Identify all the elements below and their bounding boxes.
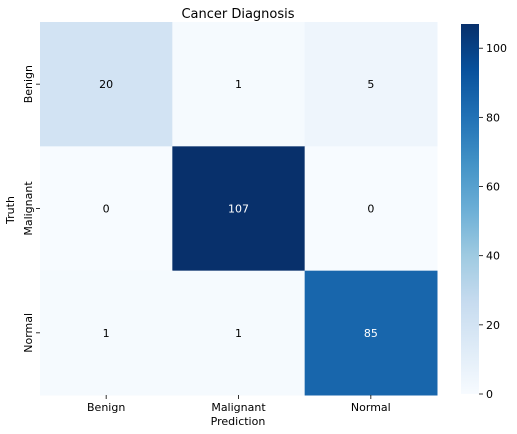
- heatmap-cell: [304, 146, 438, 272]
- cell-value-label: 1: [235, 327, 242, 340]
- heatmap-cell: [40, 22, 173, 147]
- colorbar-tick-label: 80: [486, 111, 500, 124]
- cell-value-label: 1: [103, 327, 110, 340]
- heatmap-cell: [40, 146, 173, 272]
- colorbar-tick-label: 60: [486, 181, 500, 194]
- x-axis-ticks: Benign Malignant Normal: [87, 395, 391, 414]
- heatmap-cell: [304, 22, 438, 147]
- x-tick-label: Malignant: [211, 401, 266, 414]
- cell-value-label: 1: [235, 78, 242, 91]
- y-axis-ticks: Benign Malignant Normal: [22, 65, 40, 353]
- colorbar-tick-label: 0: [486, 388, 493, 401]
- cell-value-label: 107: [228, 203, 249, 216]
- colorbar: 0 20 40 60 80 100: [461, 24, 507, 401]
- cell-value-label: 5: [367, 78, 374, 91]
- cell-value-label: 0: [367, 203, 374, 216]
- cell-value-label: 85: [364, 327, 378, 340]
- x-tick-label: Benign: [87, 401, 125, 414]
- colorbar-tick-label: 40: [486, 250, 500, 263]
- colorbar-tick-label: 100: [486, 42, 507, 55]
- heatmap-cell: [172, 270, 306, 396]
- heatmap-cell: [172, 22, 306, 147]
- y-tick-label: Normal: [22, 313, 35, 353]
- y-tick-label: Benign: [22, 65, 35, 103]
- colorbar-ticks: 0 20 40 60 80 100: [479, 42, 507, 401]
- cell-value-label: 20: [99, 78, 113, 91]
- cell-value-label: 0: [103, 203, 110, 216]
- colorbar-gradient: [461, 24, 479, 394]
- heatmap-cell: [304, 270, 438, 396]
- x-axis-label: Prediction: [211, 415, 266, 428]
- heatmap-cell: [40, 270, 173, 396]
- colorbar-tick-label: 20: [486, 319, 500, 332]
- heatmap-cells: 20 1 5 0 107 0 1 1 85: [40, 22, 438, 396]
- x-tick-label: Normal: [351, 401, 391, 414]
- y-tick-label: Malignant: [22, 181, 35, 236]
- heatmap-cell: [172, 146, 306, 272]
- y-axis-label: Truth: [4, 196, 17, 225]
- chart-title: Cancer Diagnosis: [181, 7, 294, 22]
